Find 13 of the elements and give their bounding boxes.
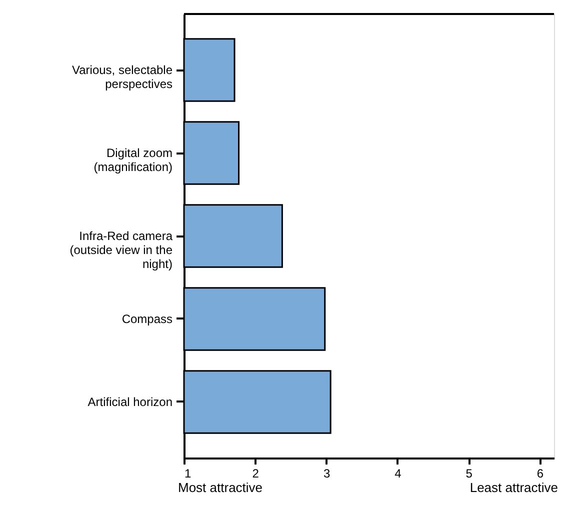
text: Most attractive: [178, 480, 263, 495]
y-tick-label: Infra-Red camera (outside view in the night): [70, 229, 173, 271]
text: Least attractive: [470, 480, 558, 495]
x-tick-label: 6: [536, 466, 544, 480]
x-tick-label: 3: [323, 466, 330, 480]
x-tick-label: 5: [466, 466, 473, 480]
y-tick-label: Various, selectable perspectives: [72, 63, 173, 92]
x-tick-label: 2: [252, 466, 260, 480]
y-tick-label: Artificial horizon: [88, 394, 172, 409]
x-tick-label: 1: [184, 466, 192, 480]
y-tick-label: Compass: [122, 312, 172, 326]
y-tick-label: Digital zoom (magnification): [94, 146, 172, 174]
x-tick-label: 4: [394, 466, 402, 480]
